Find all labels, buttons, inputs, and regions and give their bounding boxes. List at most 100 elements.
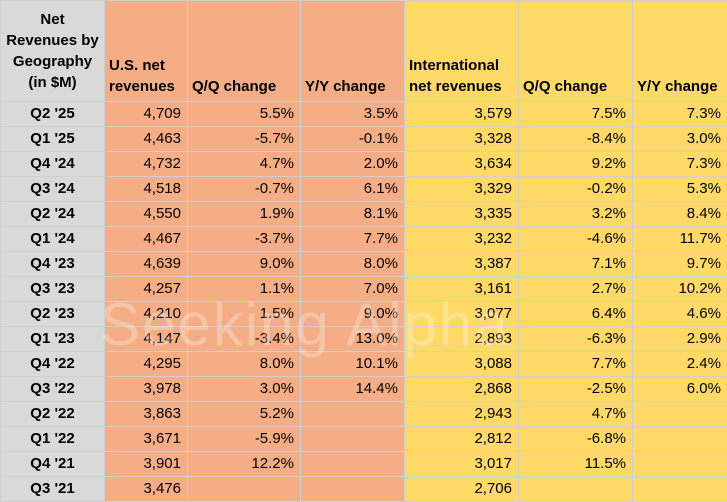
intl-net-revenue-cell: 3,328 (405, 127, 519, 152)
quarter-cell: Q4 '22 (1, 352, 105, 377)
intl-yy-change-cell: 2.4% (633, 352, 727, 377)
us-qq-change-cell: 3.0% (188, 377, 301, 402)
intl-net-revenue-cell: 3,335 (405, 202, 519, 227)
intl-qq-change-cell (519, 477, 633, 502)
intl-qq-change-cell: 3.2% (519, 202, 633, 227)
intl-net-revenue-cell: 2,868 (405, 377, 519, 402)
intl-yy-change-cell: 7.3% (633, 152, 727, 177)
quarter-cell: Q2 '25 (1, 102, 105, 127)
us-yy-change-cell (301, 452, 405, 477)
intl-yy-change-cell (633, 402, 727, 427)
us-net-revenue-cell: 4,550 (105, 202, 188, 227)
intl-net-revenues-header: International net revenues (405, 1, 519, 102)
intl-yy-change-cell: 7.3% (633, 102, 727, 127)
intl-yy-change-cell (633, 477, 727, 502)
us-yy-change-cell: 10.1% (301, 352, 405, 377)
us-qq-change-cell: -5.7% (188, 127, 301, 152)
us-qq-change-cell: 5.5% (188, 102, 301, 127)
us-net-revenue-cell: 4,463 (105, 127, 188, 152)
us-net-header-line-1: U.S. net (109, 57, 165, 74)
us-net-revenue-cell: 3,863 (105, 402, 188, 427)
intl-yy-change-cell (633, 427, 727, 452)
quarter-cell: Q1 '24 (1, 227, 105, 252)
intl-qq-change-cell: -0.2% (519, 177, 633, 202)
intl-net-revenue-cell: 3,232 (405, 227, 519, 252)
intl-qq-change-cell: 2.7% (519, 277, 633, 302)
us-qq-change-cell: 1.1% (188, 277, 301, 302)
us-yy-change-header: Y/Y change (301, 1, 405, 102)
corner-header-line-1: Net (40, 11, 64, 28)
intl-net-revenue-cell: 3,088 (405, 352, 519, 377)
us-net-revenues-header: U.S. net revenues (105, 1, 188, 102)
us-net-revenue-cell: 4,210 (105, 302, 188, 327)
intl-net-header-line-1: International (409, 57, 499, 74)
quarter-cell: Q3 '21 (1, 477, 105, 502)
intl-qq-change-cell: -6.8% (519, 427, 633, 452)
intl-qq-change-cell: 11.5% (519, 452, 633, 477)
us-net-revenue-cell: 4,709 (105, 102, 188, 127)
intl-qq-change-cell: -2.5% (519, 377, 633, 402)
us-yy-change-cell (301, 402, 405, 427)
intl-qq-change-header: Q/Q change (519, 1, 633, 102)
us-qq-change-cell: -0.7% (188, 177, 301, 202)
corner-header-line-4: (in $M) (28, 74, 76, 91)
quarter-cell: Q3 '22 (1, 377, 105, 402)
intl-yy-change-header: Y/Y change (633, 1, 727, 102)
us-net-revenue-cell: 4,295 (105, 352, 188, 377)
corner-header-line-3: Geography (13, 53, 92, 70)
intl-net-revenue-cell: 2,943 (405, 402, 519, 427)
quarter-cell: Q3 '23 (1, 277, 105, 302)
quarter-cell: Q4 '24 (1, 152, 105, 177)
us-yy-change-cell: 13.0% (301, 327, 405, 352)
intl-qq-change-cell: -8.4% (519, 127, 633, 152)
intl-net-revenue-cell: 3,329 (405, 177, 519, 202)
quarter-cell: Q1 '25 (1, 127, 105, 152)
us-qq-change-cell: -5.9% (188, 427, 301, 452)
header-row: Net Revenues by Geography (in $M) U.S. n… (1, 1, 727, 102)
us-yy-change-cell: 7.7% (301, 227, 405, 252)
quarter-cell: Q1 '22 (1, 427, 105, 452)
us-net-revenue-cell: 4,732 (105, 152, 188, 177)
us-yy-change-cell: 8.1% (301, 202, 405, 227)
intl-yy-change-cell: 4.6% (633, 302, 727, 327)
intl-net-revenue-cell: 3,161 (405, 277, 519, 302)
intl-yy-change-cell: 10.2% (633, 277, 727, 302)
us-net-revenue-cell: 3,671 (105, 427, 188, 452)
us-yy-change-cell (301, 427, 405, 452)
us-yy-change-cell: 6.1% (301, 177, 405, 202)
intl-yy-change-cell: 2.9% (633, 327, 727, 352)
quarter-cell: Q3 '24 (1, 177, 105, 202)
intl-net-revenue-cell: 3,017 (405, 452, 519, 477)
intl-yy-change-cell: 11.7% (633, 227, 727, 252)
us-qq-change-cell: 1.5% (188, 302, 301, 327)
us-net-revenue-cell: 4,467 (105, 227, 188, 252)
intl-yy-change-cell: 6.0% (633, 377, 727, 402)
us-net-revenue-cell: 3,901 (105, 452, 188, 477)
intl-qq-change-cell: -4.6% (519, 227, 633, 252)
corner-header: Net Revenues by Geography (in $M) (1, 1, 105, 102)
us-yy-change-cell: 14.4% (301, 377, 405, 402)
us-net-revenue-cell: 3,978 (105, 377, 188, 402)
us-net-revenue-cell: 4,147 (105, 327, 188, 352)
us-qq-change-cell: -3.4% (188, 327, 301, 352)
us-net-revenue-cell: 4,257 (105, 277, 188, 302)
intl-yy-change-cell: 8.4% (633, 202, 727, 227)
quarter-cell: Q4 '21 (1, 452, 105, 477)
intl-yy-change-cell (633, 452, 727, 477)
intl-net-revenue-cell: 3,579 (405, 102, 519, 127)
us-yy-change-cell: 9.0% (301, 302, 405, 327)
intl-qq-change-cell: 7.1% (519, 252, 633, 277)
